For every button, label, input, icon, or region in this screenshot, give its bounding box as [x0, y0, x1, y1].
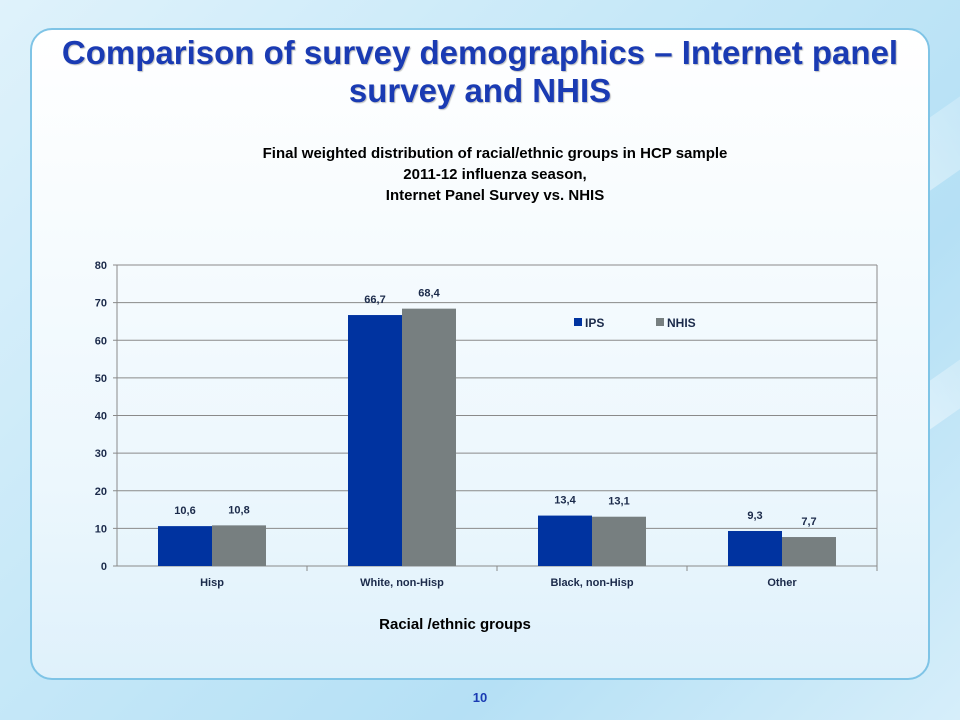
legend-swatch-ips	[574, 318, 582, 326]
y-tick-label-70: 70	[95, 298, 107, 310]
y-tick-label-40: 40	[95, 411, 107, 423]
y-tick-label-30: 30	[95, 448, 107, 460]
data-label-ips-2: 13,4	[554, 495, 576, 507]
x-tick-label-0: Hisp	[200, 577, 224, 589]
bar-ips-0	[158, 526, 212, 566]
chart-title-line-2: 2011-12 influenza season,	[403, 166, 587, 183]
bar-ips-3	[728, 531, 782, 566]
y-tick-label-20: 20	[95, 486, 107, 498]
x-tick-label-1: White, non-Hisp	[360, 577, 444, 589]
bar-ips-1	[348, 315, 402, 566]
chart-title: Final weighted distribution of racial/et…	[150, 143, 840, 206]
x-axis-title: Racial /ethnic groups	[379, 616, 531, 633]
chart-title-line-1: Final weighted distribution of racial/et…	[262, 145, 728, 162]
data-label-ips-3: 9,3	[747, 510, 762, 522]
data-label-ips-0: 10,6	[174, 505, 195, 517]
y-tick-label-60: 60	[95, 335, 107, 347]
slide-panel	[30, 28, 930, 680]
chart-title-line-3: Internet Panel Survey vs. NHIS	[385, 187, 605, 204]
bar-nhis-2	[592, 516, 646, 566]
bar-nhis-1	[402, 308, 456, 566]
legend-label-nhis: NHIS	[667, 316, 696, 330]
page-number: 10	[472, 690, 488, 705]
data-label-nhis-1: 68,4	[418, 288, 440, 300]
y-tick-label-0: 0	[101, 561, 107, 573]
bar-nhis-3	[782, 537, 836, 566]
x-tick-label-2: Black, non-Hisp	[550, 577, 633, 589]
y-tick-label-50: 50	[95, 373, 107, 385]
bar-ips-2	[538, 515, 592, 566]
data-label-nhis-2: 13,1	[608, 496, 629, 508]
data-label-nhis-0: 10,8	[228, 504, 249, 516]
slide-title: Comparison of survey demographics – Inte…	[61, 34, 899, 109]
data-label-ips-1: 66,7	[364, 294, 385, 306]
x-tick-label-3: Other	[767, 577, 797, 589]
legend-swatch-nhis	[656, 318, 664, 326]
y-tick-label-80: 80	[95, 260, 107, 272]
bar-nhis-0	[212, 525, 266, 566]
data-label-nhis-3: 7,7	[801, 516, 816, 528]
legend-label-ips: IPS	[585, 316, 604, 330]
y-tick-label-10: 10	[95, 523, 107, 535]
